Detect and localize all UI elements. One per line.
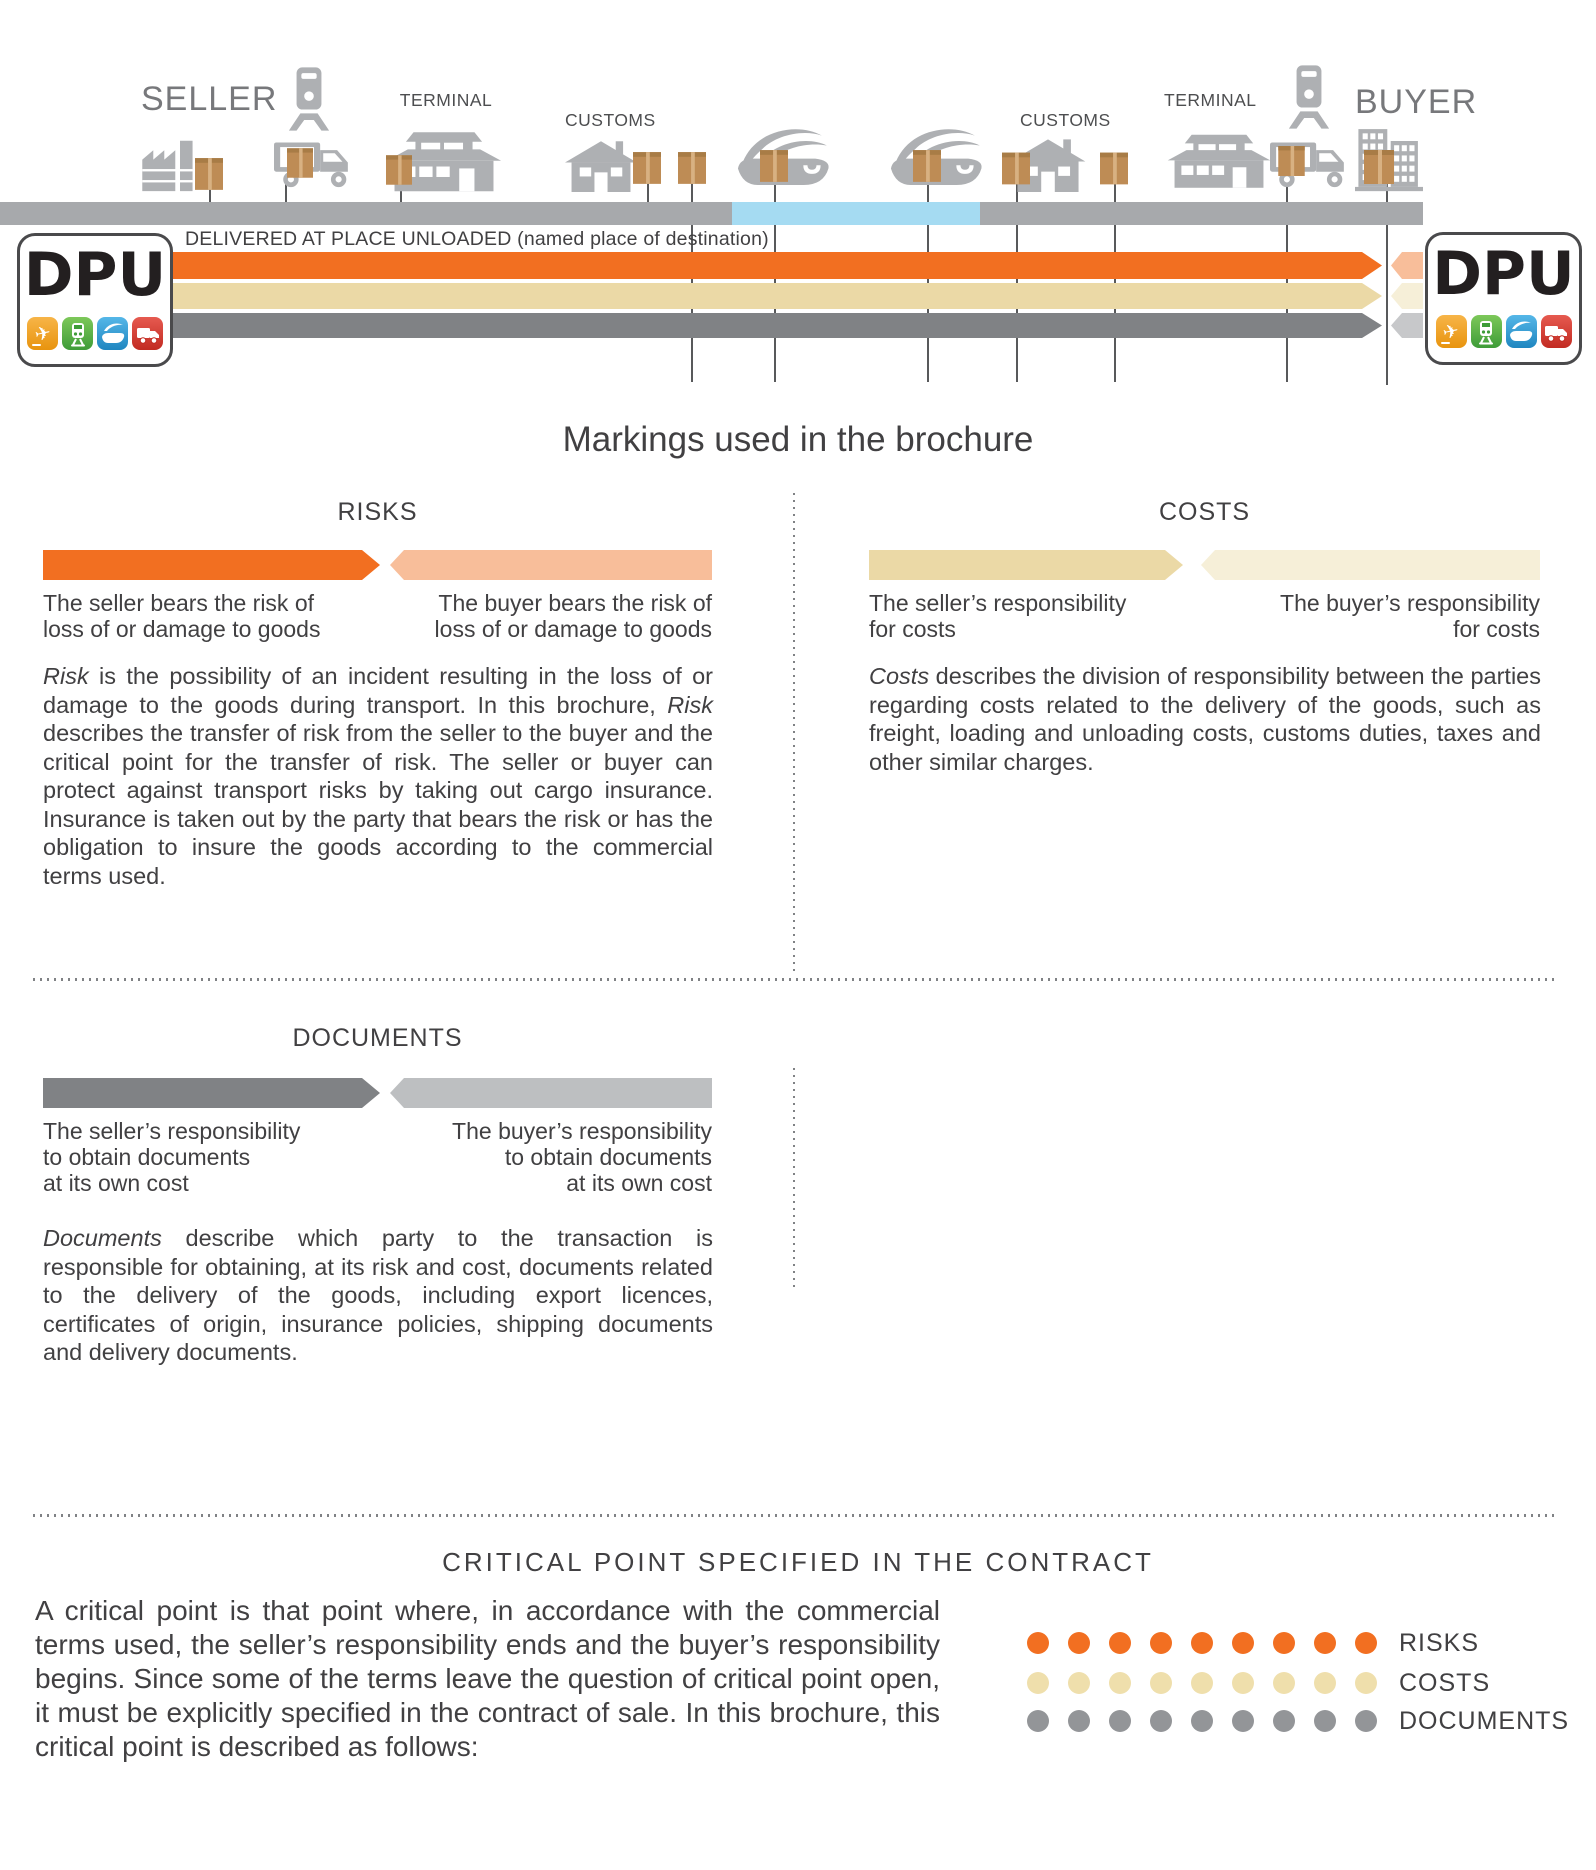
- legend-row-costs: COSTS: [1027, 1668, 1491, 1697]
- risk-arrow-seller: [160, 252, 1382, 279]
- goods-box-icon: [1002, 152, 1030, 185]
- risk-seller-arrow: [43, 550, 380, 580]
- sea-transport-segment: [732, 202, 980, 225]
- customs-label-right: CUSTOMS: [1020, 110, 1111, 130]
- tick-line: [691, 182, 693, 382]
- legend-row-documents: DOCUMENTS: [1027, 1706, 1570, 1735]
- goods-box-icon: [760, 150, 788, 182]
- risk-seller-caption: The seller bears the risk of loss of or …: [43, 590, 321, 642]
- column-divider: [793, 493, 795, 975]
- cost-paragraph: Costs describes the division of responsi…: [869, 663, 1541, 775]
- terminal-label-right: TERMINAL: [1164, 90, 1257, 110]
- tick-line: [1016, 182, 1018, 382]
- timeline-bar: [0, 202, 1423, 225]
- legend-row-risks: RISKS: [1027, 1628, 1480, 1657]
- risk-buyer-caption: The buyer bears the risk of loss of or d…: [434, 590, 712, 642]
- goods-box-icon: [287, 148, 313, 178]
- tick-line: [1386, 182, 1388, 385]
- risk-arrow-buyer: [1391, 252, 1423, 279]
- critical-point-paragraph: A critical point is that point where, in…: [35, 1595, 940, 1762]
- goods-box-icon: [678, 152, 706, 184]
- truck-icon: [132, 317, 163, 350]
- risks-heading: RISKS: [337, 498, 418, 526]
- risk-paragraph: Risk is the possibility of an incident r…: [43, 663, 713, 889]
- ship-icon: [97, 317, 128, 350]
- section-divider: [33, 978, 1557, 981]
- tick-line: [1286, 182, 1288, 382]
- document-seller-caption: The seller’s responsibility to obtain do…: [43, 1118, 301, 1196]
- tick-line: [927, 182, 929, 382]
- goods-box-icon: [195, 158, 223, 190]
- truck-icon: [1540, 315, 1572, 348]
- buyer-label: BUYER: [1355, 83, 1478, 121]
- delivery-truck-icon: [274, 136, 354, 192]
- airplane-icon: ✈: [27, 317, 58, 350]
- terminal-building-icon: [1166, 122, 1272, 192]
- goods-box-icon: [386, 154, 412, 186]
- train-icon: [1470, 315, 1502, 348]
- document-paragraph: Documents describe which party to the tr…: [43, 1225, 713, 1365]
- transport-mode-icons: ✈: [1435, 315, 1572, 348]
- dpu-code: DPU: [1432, 239, 1575, 309]
- customs-label-left: CUSTOMS: [565, 110, 656, 130]
- document-arrow-seller: [160, 313, 1382, 338]
- dpu-badge-left: DPU ✈: [17, 233, 173, 367]
- tick-line: [400, 184, 402, 203]
- terminal-label-left: TERMINAL: [399, 90, 493, 110]
- document-buyer-arrow: [390, 1078, 712, 1108]
- legend-label-costs: COSTS: [1399, 1668, 1491, 1697]
- cost-arrow-seller: [160, 283, 1382, 309]
- cost-buyer-caption: The buyer’s responsibility for costs: [1280, 590, 1540, 642]
- transport-chain-diagram: SELLER TERMINAL CUSTOMS CUSTOMS TERMINAL…: [0, 0, 1596, 395]
- document-seller-arrow: [43, 1078, 380, 1108]
- goods-box-icon: [633, 152, 661, 184]
- goods-box-icon: [913, 150, 941, 182]
- column-divider: [793, 1068, 795, 1290]
- cost-buyer-arrow: [1201, 550, 1540, 580]
- tick-line: [285, 184, 287, 203]
- container-crane-icon: [1287, 64, 1331, 130]
- goods-box-icon: [1364, 150, 1394, 184]
- dpu-badge-right: DPU ✈: [1425, 232, 1582, 365]
- container-crane-icon: [287, 66, 331, 132]
- transport-mode-icons: ✈: [27, 317, 163, 350]
- legend-label-documents: DOCUMENTS: [1399, 1706, 1570, 1735]
- dpu-code: DPU: [23, 240, 167, 310]
- factory-icon: [136, 132, 202, 192]
- cost-seller-arrow: [869, 550, 1183, 580]
- costs-heading: COSTS: [1158, 498, 1251, 526]
- seller-label: SELLER: [141, 80, 278, 118]
- goods-box-icon: [1100, 152, 1128, 185]
- critical-point-title: CRITICAL POINT SPECIFIED IN THE CONTRACT: [442, 1547, 1154, 1577]
- section-divider: [33, 1514, 1557, 1517]
- goods-box-icon: [1278, 146, 1305, 176]
- document-buyer-caption: The buyer’s responsibility to obtain doc…: [452, 1118, 712, 1196]
- documents-heading: DOCUMENTS: [292, 1024, 463, 1052]
- tick-line: [647, 182, 649, 203]
- document-arrow-buyer: [1391, 313, 1423, 338]
- customs-house-icon: [563, 138, 639, 192]
- airplane-icon: ✈: [1435, 315, 1467, 348]
- train-icon: [62, 317, 93, 350]
- cost-arrow-buyer: [1391, 283, 1423, 309]
- tick-line: [1114, 182, 1116, 382]
- risk-buyer-arrow: [390, 550, 712, 580]
- legend-label-risks: RISKS: [1399, 1628, 1480, 1657]
- tick-line: [774, 182, 776, 382]
- incoterm-definition-banner: DELIVERED AT PLACE UNLOADED (named place…: [185, 228, 769, 250]
- cost-seller-caption: The seller’s responsibility for costs: [869, 590, 1127, 642]
- ship-icon: [1505, 315, 1537, 348]
- markings-title: Markings used in the brochure: [562, 420, 1034, 459]
- tick-line: [209, 184, 211, 203]
